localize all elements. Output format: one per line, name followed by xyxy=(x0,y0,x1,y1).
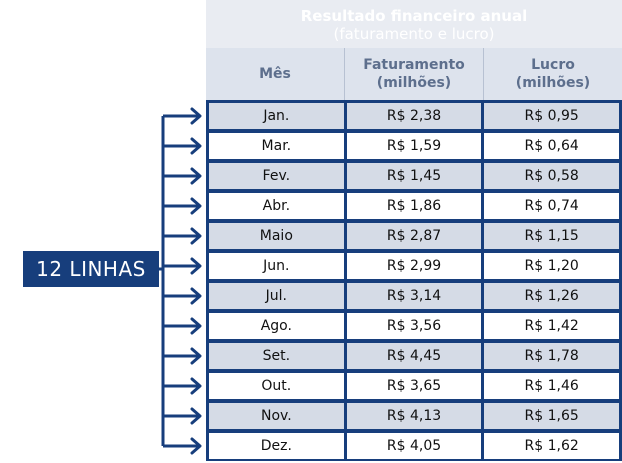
cell-lucro: R$ 1,46 xyxy=(484,373,620,399)
table-row: Maio R$ 2,87 R$ 1,15 xyxy=(209,223,620,249)
cell-faturamento: R$ 1,86 xyxy=(346,193,482,219)
cell-mes: Set. xyxy=(209,343,344,369)
row-arrow-icon xyxy=(163,107,202,125)
cell-faturamento: R$ 1,59 xyxy=(346,133,482,159)
row-arrow-icon xyxy=(163,137,202,155)
row-arrow-icon xyxy=(163,167,202,185)
table-row: Ago. R$ 3,56 R$ 1,42 xyxy=(209,313,620,339)
row-arrow-icon xyxy=(163,377,202,395)
cell-lucro: R$ 1,42 xyxy=(484,313,620,339)
cell-lucro: R$ 0,95 xyxy=(484,103,620,129)
cell-lucro: R$ 0,58 xyxy=(484,163,620,189)
cell-mes: Jul. xyxy=(209,283,344,309)
cell-mes: Mar. xyxy=(209,133,344,159)
cell-mes: Maio xyxy=(209,223,344,249)
cell-mes: Fev. xyxy=(209,163,344,189)
cell-faturamento: R$ 2,99 xyxy=(346,253,482,279)
cell-faturamento: R$ 3,56 xyxy=(346,313,482,339)
row-count-badge: 12 LINHAS xyxy=(23,251,159,287)
row-arrow-icon xyxy=(163,317,202,335)
row-arrow-icon xyxy=(163,227,202,245)
cell-lucro: R$ 1,62 xyxy=(484,433,620,459)
table-row: Set. R$ 4,45 R$ 1,78 xyxy=(209,343,620,369)
title-main: Resultado financeiro anual xyxy=(300,7,528,25)
cell-mes: Jan. xyxy=(209,103,344,129)
row-arrow-icon xyxy=(163,197,202,215)
cell-lucro: R$ 1,20 xyxy=(484,253,620,279)
cell-faturamento: R$ 3,14 xyxy=(346,283,482,309)
table-row: Jul. R$ 3,14 R$ 1,26 xyxy=(209,283,620,309)
cell-lucro: R$ 1,26 xyxy=(484,283,620,309)
table-row: Out. R$ 3,65 R$ 1,46 xyxy=(209,373,620,399)
row-arrow-icon xyxy=(163,347,202,365)
column-header-faturamento: Faturamento (milhões) xyxy=(344,48,483,100)
cell-mes: Dez. xyxy=(209,433,344,459)
cell-faturamento: R$ 4,13 xyxy=(346,403,482,429)
cell-faturamento: R$ 4,05 xyxy=(346,433,482,459)
table-title: Resultado financeiro anual (faturamento … xyxy=(206,0,622,48)
table-row: Mar. R$ 1,59 R$ 0,64 xyxy=(209,133,620,159)
cell-faturamento: R$ 3,65 xyxy=(346,373,482,399)
table-row: Dez. R$ 4,05 R$ 1,62 xyxy=(209,433,620,459)
table-row: Jun. R$ 2,99 R$ 1,20 xyxy=(209,253,620,279)
table-row: Jan. R$ 2,38 R$ 0,95 xyxy=(209,103,620,129)
cell-faturamento: R$ 4,45 xyxy=(346,343,482,369)
row-arrow-icon xyxy=(163,437,202,455)
cell-lucro: R$ 1,65 xyxy=(484,403,620,429)
table-row: Nov. R$ 4,13 R$ 1,65 xyxy=(209,403,620,429)
cell-faturamento: R$ 2,38 xyxy=(346,103,482,129)
column-header-mes: Mês xyxy=(259,66,291,82)
table-row: Abr. R$ 1,86 R$ 0,74 xyxy=(209,193,620,219)
cell-mes: Nov. xyxy=(209,403,344,429)
cell-lucro: R$ 0,64 xyxy=(484,133,620,159)
table-header-row: Mês Faturamento (milhões) Lucro (milhões… xyxy=(206,48,622,100)
cell-lucro: R$ 1,78 xyxy=(484,343,620,369)
table-row: Fev. R$ 1,45 R$ 0,58 xyxy=(209,163,620,189)
row-bracket-arrows xyxy=(159,107,202,455)
title-sub: (faturamento e lucro) xyxy=(333,25,495,43)
data-table: Jan. R$ 2,38 R$ 0,95 Mar. R$ 1,59 R$ 0,64 Fev.… xyxy=(206,100,622,461)
cell-mes: Jun. xyxy=(209,253,344,279)
cell-faturamento: R$ 1,45 xyxy=(346,163,482,189)
cell-faturamento: R$ 2,87 xyxy=(346,223,482,249)
cell-mes: Abr. xyxy=(209,193,344,219)
cell-mes: Ago. xyxy=(209,313,344,339)
cell-lucro: R$ 1,15 xyxy=(484,223,620,249)
cell-lucro: R$ 0,74 xyxy=(484,193,620,219)
column-header-lucro: Lucro (milhões) xyxy=(483,48,622,100)
row-arrow-icon xyxy=(163,257,202,275)
row-arrow-icon xyxy=(163,287,202,305)
row-arrow-icon xyxy=(163,407,202,425)
cell-mes: Out. xyxy=(209,373,344,399)
